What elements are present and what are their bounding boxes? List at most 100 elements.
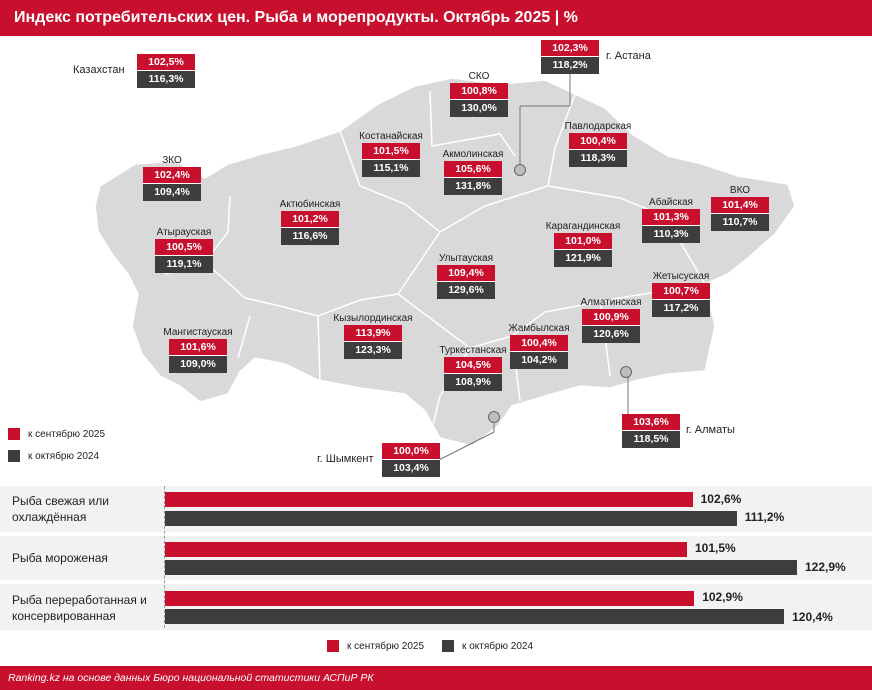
value-oct2024: 130,0% xyxy=(450,100,508,117)
map-legend: к сентябрю 2025 к октябрю 2024 xyxy=(8,428,105,472)
legend-swatch-dark xyxy=(442,640,455,652)
value-oct2024: 119,1% xyxy=(155,256,213,273)
bar-value-sep2025-frozen: 101,5% xyxy=(695,541,736,555)
region-kazakhstan: 102,5% 116,3% xyxy=(137,54,195,88)
legend-item-oct2024: к октябрю 2024 xyxy=(442,640,533,652)
value-sep2025: 100,7% xyxy=(652,283,710,300)
region-akmola: Акмолинская 105,6% 131,8% xyxy=(438,148,508,195)
region-name-astana: г. Астана xyxy=(606,50,651,62)
value-sep2025: 102,3% xyxy=(541,40,599,57)
bar-value-oct2024-fresh: 111,2% xyxy=(744,510,785,524)
bar-row-fresh: Рыба свежая или охлаждённая 102,6% 111,2… xyxy=(0,486,872,532)
value-oct2024: 123,3% xyxy=(344,342,402,359)
value-sep2025: 101,0% xyxy=(554,233,612,250)
region-name: Жетысуская xyxy=(652,271,710,282)
value-sep2025: 102,5% xyxy=(137,54,195,71)
region-turkestan: Туркестанская 104,5% 108,9% xyxy=(436,344,510,391)
value-sep2025: 104,5% xyxy=(444,357,502,374)
bar-value-sep2025-fresh: 102,6% xyxy=(700,492,742,506)
bar-axis-line xyxy=(164,486,165,628)
region-vko: ВКО 101,4% 110,7% xyxy=(711,184,769,231)
bar-value-oct2024-processed: 120,4% xyxy=(792,610,833,624)
value-oct2024: 121,9% xyxy=(554,250,612,267)
value-sep2025: 102,4% xyxy=(143,167,201,184)
region-zhambyl: Жамбылская 100,4% 104,2% xyxy=(506,322,572,369)
almaty-marker xyxy=(620,366,632,378)
value-oct2024: 104,2% xyxy=(510,352,568,369)
region-pavlodar: Павлодарская 100,4% 118,3% xyxy=(560,120,636,167)
region-name: Алматинская xyxy=(580,297,642,308)
value-oct2024: 120,6% xyxy=(582,326,640,343)
region-name: ЗКО xyxy=(162,155,182,166)
bar-oct2024-frozen xyxy=(165,560,797,575)
region-name: Туркестанская xyxy=(439,345,507,356)
value-oct2024: 118,5% xyxy=(622,431,680,448)
legend-item-sep2025: к сентябрю 2025 xyxy=(327,640,424,652)
region-name-kazakhstan: Казахстан xyxy=(73,64,125,76)
value-oct2024: 115,1% xyxy=(362,160,420,177)
value-sep2025: 101,5% xyxy=(362,143,420,160)
region-kostanay: Костанайская 101,5% 115,1% xyxy=(356,130,426,177)
kazakhstan-map xyxy=(94,69,796,463)
category-label: Рыба переработанная и консервированная xyxy=(12,593,147,623)
value-oct2024: 131,8% xyxy=(444,178,502,195)
value-oct2024: 116,3% xyxy=(137,71,195,88)
header-bar: Индекс потребительских цен. Рыба и мореп… xyxy=(0,0,872,36)
value-sep2025: 100,5% xyxy=(155,239,213,256)
region-name: Жамбылская xyxy=(508,323,570,334)
region-atyrau: Атырауская 100,5% 119,1% xyxy=(152,226,216,273)
value-oct2024: 110,7% xyxy=(711,214,769,231)
region-aktobe: Актюбинская 101,2% 116,6% xyxy=(272,198,348,245)
bar-value-oct2024-frozen: 122,9% xyxy=(805,560,846,574)
region-sko: СКО 100,8% 130,0% xyxy=(450,70,508,117)
value-sep2025: 101,2% xyxy=(281,211,339,228)
value-oct2024: 129,6% xyxy=(437,282,495,299)
value-sep2025: 100,9% xyxy=(582,309,640,326)
region-name: СКО xyxy=(468,71,490,82)
region-almaty-obl: Алматинская 100,9% 120,6% xyxy=(576,296,646,343)
city-connectors xyxy=(434,69,629,463)
value-oct2024: 103,4% xyxy=(382,460,440,477)
value-sep2025: 109,4% xyxy=(437,265,495,282)
region-zhetysu: Жетысуская 100,7% 117,2% xyxy=(648,270,714,317)
value-sep2025: 101,4% xyxy=(711,197,769,214)
legend-item-sep2025: к сентябрю 2025 xyxy=(8,428,105,440)
region-name: Мангистауская xyxy=(163,327,233,338)
region-name: Атырауская xyxy=(156,227,212,238)
bar-row-processed: Рыба переработанная и консервированная 1… xyxy=(0,584,872,630)
value-oct2024: 118,3% xyxy=(569,150,627,167)
shymkent-marker xyxy=(488,411,500,423)
region-name-almaty-city: г. Алматы xyxy=(686,424,735,436)
value-sep2025: 105,6% xyxy=(444,161,502,178)
region-name-shymkent: г. Шымкент xyxy=(317,453,374,465)
value-oct2024: 108,9% xyxy=(444,374,502,391)
legend-label: к октябрю 2024 xyxy=(462,640,534,652)
legend-label: к сентябрю 2025 xyxy=(347,640,425,652)
region-ulytau: Улытауская 109,4% 129,6% xyxy=(431,252,501,299)
bar-sep2025-fresh xyxy=(165,492,693,507)
legend-swatch-red xyxy=(8,428,20,440)
legend-item-oct2024: к октябрю 2024 xyxy=(8,450,105,462)
bar-value-sep2025-processed: 102,9% xyxy=(702,590,743,604)
legend-swatch-red xyxy=(327,640,339,652)
region-name: Павлодарская xyxy=(564,121,632,132)
value-oct2024: 117,2% xyxy=(652,300,710,317)
region-name: Акмолинская xyxy=(442,149,504,160)
bar-sep2025-processed xyxy=(165,591,695,606)
map-area: Казахстан 102,5% 116,3% 102,3% 118,2% г.… xyxy=(0,36,872,484)
region-shymkent: 100,0% 103,4% xyxy=(382,443,440,477)
value-sep2025: 100,0% xyxy=(382,443,440,460)
bar-sep2025-frozen xyxy=(165,542,687,557)
value-sep2025: 103,6% xyxy=(622,414,680,431)
region-name: ВКО xyxy=(729,185,751,196)
region-kyzylorda: Кызылординская 113,9% 123,3% xyxy=(328,312,418,359)
value-oct2024: 109,4% xyxy=(143,184,201,201)
region-name: Улытауская xyxy=(438,253,494,264)
bar-oct2024-processed xyxy=(165,609,785,624)
value-sep2025: 100,8% xyxy=(450,83,508,100)
region-name: Актюбинская xyxy=(279,199,341,210)
region-name: Костанайская xyxy=(359,131,423,142)
region-name: Абайская xyxy=(649,197,693,208)
value-sep2025: 100,4% xyxy=(569,133,627,150)
category-label: Рыба свежая или охлаждённая xyxy=(12,494,109,524)
